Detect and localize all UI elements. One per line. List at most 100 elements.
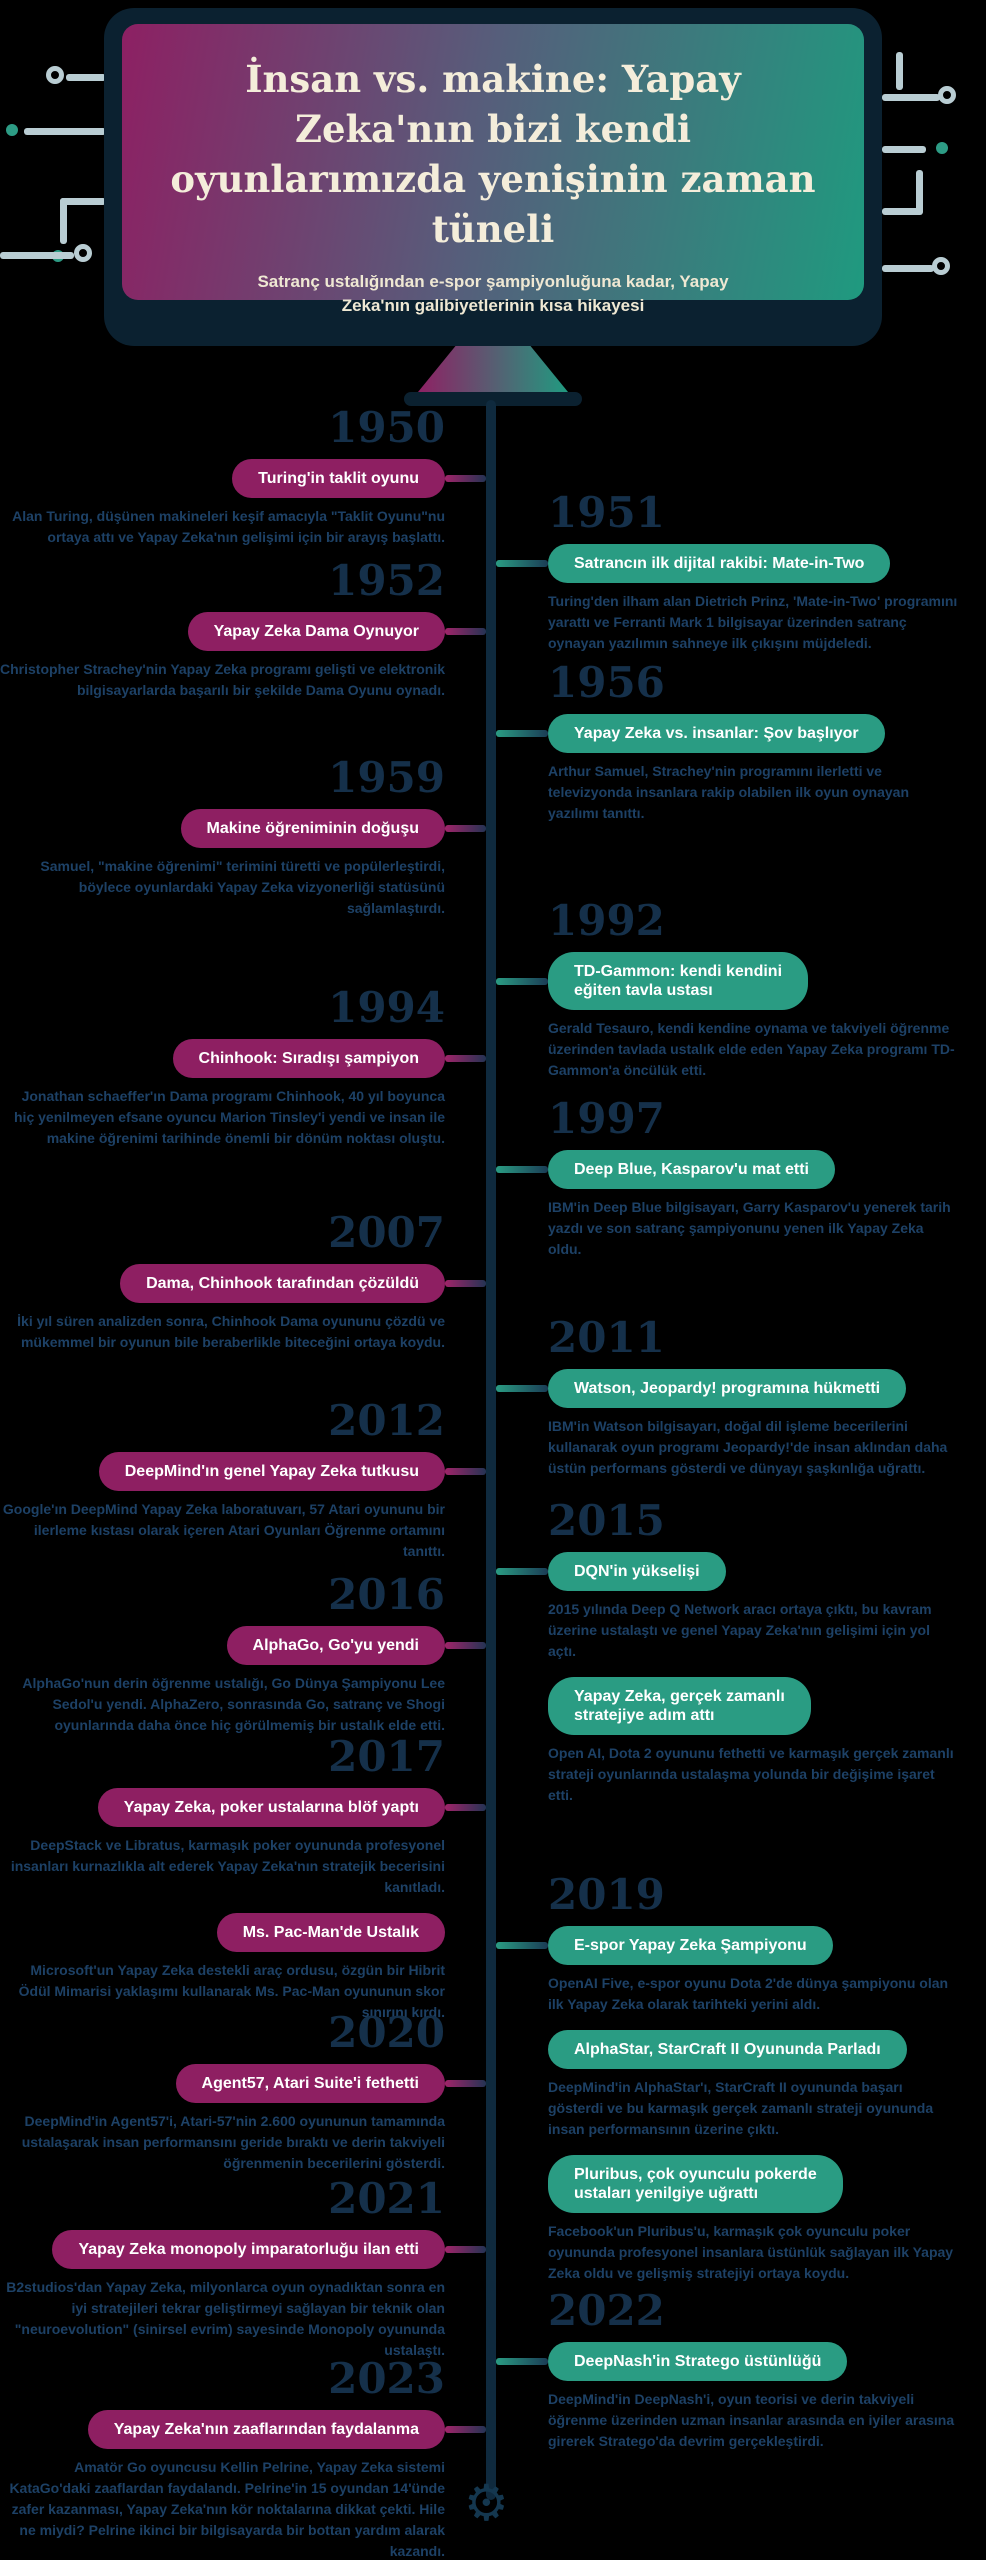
pill-realtime-strategy[interactable]: Yapay Zeka, gerçek zamanlı stratejiye ad…	[548, 1677, 811, 1735]
circuit-dot-icon	[6, 124, 18, 136]
circuit-node-icon	[46, 66, 64, 84]
pill-birth-of-machine-learning[interactable]: Makine öğreniminin doğuşu	[180, 809, 445, 848]
event-description: OpenAI Five, e-spor oyunu Dota 2'de düny…	[548, 1975, 949, 2012]
pill-watson-jeopardy[interactable]: Watson, Jeopardy! programına hükmetti	[548, 1369, 907, 1408]
connector-line	[496, 1568, 548, 1575]
pill-chinhook-champion[interactable]: Chinhook: Sıradışı şampiyon	[172, 1039, 445, 1078]
connector-line	[445, 2426, 486, 2433]
pill-pluribus[interactable]: Pluribus, çok oyunculu pokerde ustaları …	[548, 2155, 843, 2213]
event-description: IBM'in Watson bilgisayarı, doğal dil işl…	[548, 1418, 948, 1476]
pill-deep-blue-kasparov[interactable]: Deep Blue, Kasparov'u mat etti	[548, 1150, 835, 1189]
connector-line	[496, 1942, 548, 1949]
circuit-trace	[60, 198, 106, 205]
timeline-group-2007: 2007 Dama, Chinhook tarafından çözüldü İ…	[0, 1208, 486, 1353]
year-label: 1994	[328, 983, 445, 1032]
circuit-trace	[882, 265, 934, 272]
circuit-trace	[0, 252, 74, 259]
event-description: DeepMind'in DeepNash'i, oyun teorisi ve …	[548, 2391, 955, 2449]
connector-line	[445, 628, 486, 635]
pill-alphago[interactable]: AlphaGo, Go'yu yendi	[226, 1626, 445, 1665]
event-description: Samuel, "makine öğrenimi" terimini türet…	[40, 858, 445, 916]
pill-monopoly-empire[interactable]: Yapay Zeka monopoly imparatorluğu ilan e…	[52, 2230, 445, 2269]
connector-line	[445, 1055, 486, 1062]
circuit-trace	[24, 128, 106, 135]
pill-agent57[interactable]: Agent57, Atari Suite'i fethetti	[175, 2064, 445, 2103]
pill-poker-bluff[interactable]: Yapay Zeka, poker ustalarına blöf yaptı	[97, 1788, 445, 1827]
connector-line	[496, 978, 548, 985]
event-description: DeepStack ve Libratus, karmaşık poker oy…	[10, 1837, 445, 1895]
pill-td-gammon[interactable]: TD-Gammon: kendi kendini eğiten tavla us…	[548, 952, 809, 1010]
year-label: 2023	[328, 2354, 445, 2403]
connector-line	[445, 2080, 486, 2087]
pill-dqn-rise[interactable]: DQN'in yükselişi	[548, 1552, 726, 1591]
circuit-trace	[896, 52, 903, 90]
pill-alphastar[interactable]: AlphaStar, StarCraft II Oyununda Parladı	[548, 2030, 907, 2069]
connector-line	[496, 730, 548, 737]
pill-turing-imitation-game[interactable]: Turing'in taklit oyunu	[232, 459, 445, 498]
pill-checkers-solved[interactable]: Dama, Chinhook tarafından çözüldü	[120, 1264, 445, 1303]
timeline-group-2016: 2016 AlphaGo, Go'yu yendi AlphaGo'nun de…	[0, 1570, 486, 1736]
event-description: Turing'den ilham alan Dietrich Prinz, 'M…	[548, 593, 958, 651]
timeline-group-2023: 2023 Yapay Zeka'nın zaaflarından faydala…	[0, 2354, 486, 2560]
circuit-node-icon	[74, 244, 92, 262]
timeline-group-2022: 2022 DeepNash'in Stratego üstünlüğü Deep…	[496, 2286, 960, 2452]
connector-line	[445, 1804, 486, 1811]
connector-line	[496, 1385, 548, 1392]
timeline-group-2021: 2021 Yapay Zeka monopoly imparatorluğu i…	[0, 2176, 486, 2361]
connector-line	[445, 1468, 486, 1475]
circuit-node-icon	[932, 257, 950, 275]
timeline-group-1951: 1951 Satrancın ilk dijital rakibi: Mate-…	[496, 488, 960, 654]
timeline-group-2020: 2020 Agent57, Atari Suite'i fethetti Dee…	[0, 2008, 486, 2174]
pill-esports-champion[interactable]: E-spor Yapay Zeka Şampiyonu	[548, 1926, 833, 1965]
event-description: IBM'in Deep Blue bilgisayarı, Garry Kasp…	[548, 1199, 951, 1257]
connector-line	[445, 475, 486, 482]
event-description: DeepMind'in AlphaStar'ı, StarCraft II oy…	[548, 2079, 934, 2137]
connector-line	[496, 1166, 548, 1173]
connector-line	[445, 825, 486, 832]
pill-ai-plays-checkers[interactable]: Yapay Zeka Dama Oynuyor	[187, 612, 445, 651]
year-label: 1959	[328, 753, 445, 802]
pill-ai-vs-humans-show[interactable]: Yapay Zeka vs. insanlar: Şov başlıyor	[548, 714, 885, 753]
timeline-group-2011: 2011 Watson, Jeopardy! programına hükmet…	[496, 1315, 960, 1479]
event-description: Microsoft'un Yapay Zeka destekli araç or…	[18, 1962, 445, 2020]
year-label: 2022	[548, 2286, 665, 2335]
circuit-node-icon	[938, 86, 956, 104]
year-label: 2016	[328, 1570, 445, 1619]
circuit-trace	[882, 146, 926, 153]
timeline-group-1994: 1994 Chinhook: Sıradışı şampiyon Jonatha…	[0, 983, 486, 1149]
pill-exploiting-ai-flaws[interactable]: Yapay Zeka'nın zaaflarından faydalanma	[87, 2410, 445, 2449]
year-label: 1951	[548, 488, 665, 537]
year-label: 1992	[548, 896, 665, 945]
timeline-group-1997: 1997 Deep Blue, Kasparov'u mat etti IBM'…	[496, 1096, 960, 1260]
pill-ms-pacman[interactable]: Ms. Pac-Man'de Ustalık	[216, 1913, 445, 1952]
circuit-trace	[882, 94, 940, 101]
timeline-line	[486, 400, 496, 2500]
timeline-group-2019: 2019 E-spor Yapay Zeka Şampiyonu OpenAI …	[496, 1872, 960, 2284]
connector-line	[445, 2246, 486, 2253]
circuit-trace	[66, 74, 106, 81]
year-label: 2020	[328, 2008, 445, 2057]
year-label: 2015	[548, 1496, 665, 1545]
circuit-dot-icon	[936, 142, 948, 154]
pill-mate-in-two[interactable]: Satrancın ilk dijital rakibi: Mate-in-Tw…	[548, 544, 891, 583]
monitor-stand-base	[404, 392, 582, 406]
monitor-stand	[418, 346, 568, 392]
timeline-group-1956: 1956 Yapay Zeka vs. insanlar: Şov başlıy…	[496, 658, 960, 824]
event-description: Gerald Tesauro, kendi kendine oynama ve …	[548, 1020, 955, 1078]
year-label: 2007	[328, 1208, 445, 1257]
year-label: 2017	[328, 1732, 445, 1781]
pill-deepnash-stratego[interactable]: DeepNash'in Stratego üstünlüğü	[548, 2342, 848, 2381]
pill-deepmind-ambition[interactable]: DeepMind'ın genel Yapay Zeka tutkusu	[98, 1452, 445, 1491]
page-subtitle: Satranç ustalığından e-spor şampiyonluğu…	[257, 272, 729, 315]
event-description: B2studios'dan Yapay Zeka, milyonlarca oy…	[6, 2279, 445, 2358]
year-label: 2012	[328, 1396, 445, 1445]
timeline-group-1959: 1959 Makine öğreniminin doğuşu Samuel, "…	[0, 753, 486, 919]
year-label: 1956	[548, 658, 665, 707]
event-description: AlphaGo'nun derin öğrenme ustalığı, Go D…	[22, 1675, 445, 1733]
timeline-group-2015: 2015 DQN'in yükselişi 2015 yılında Deep …	[496, 1496, 960, 1806]
page-title: İnsan vs. makine: Yapay Zeka'nın bizi ke…	[170, 57, 816, 251]
event-description: Jonathan schaeffer'ın Dama programı Chin…	[14, 1088, 445, 1146]
event-description: İki yıl süren analizden sonra, Chinhook …	[17, 1313, 445, 1350]
event-description: Arthur Samuel, Strachey'nin programını i…	[548, 763, 910, 821]
